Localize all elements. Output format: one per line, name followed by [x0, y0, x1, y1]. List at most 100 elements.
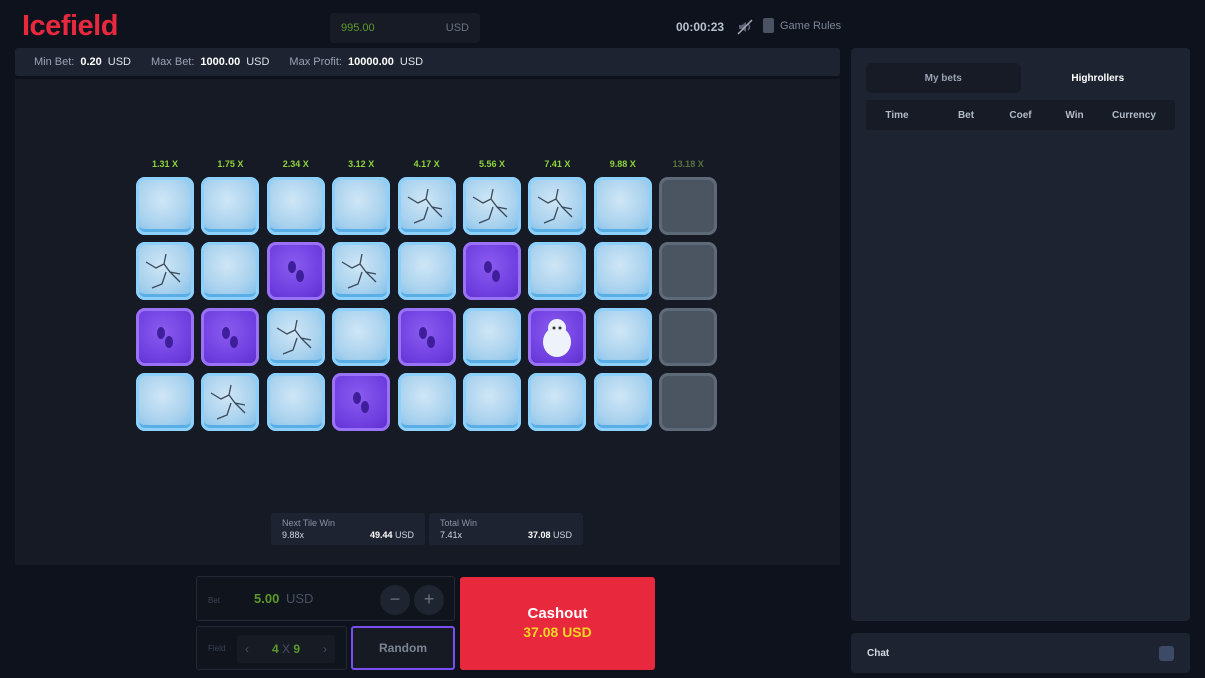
- min-bet-value: 0.20: [80, 56, 102, 68]
- tile-ice[interactable]: [201, 177, 260, 235]
- tile-ice[interactable]: [463, 307, 521, 366]
- max-profit-value: 10000.00: [348, 56, 394, 68]
- tile-ice[interactable]: [332, 177, 391, 235]
- increase-bet-button[interactable]: +: [414, 585, 444, 615]
- min-bet-label: Min Bet:: [34, 56, 75, 68]
- total-win: Total Win 7.41x 37.08 USD: [429, 513, 583, 545]
- tile-ice[interactable]: [266, 372, 325, 431]
- tile-purple[interactable]: [136, 307, 194, 366]
- bet-value[interactable]: 5.00: [254, 591, 280, 606]
- column-multiplier: 13.18 X: [672, 159, 704, 169]
- field-rows: 4: [271, 642, 279, 656]
- tile-ice[interactable]: [266, 177, 325, 235]
- tile-purple[interactable]: [332, 372, 391, 431]
- column-multiplier: 1.31 X: [151, 159, 179, 169]
- tile-purple[interactable]: [201, 307, 260, 366]
- currency: USD: [246, 56, 270, 68]
- next-field-button[interactable]: ›: [322, 642, 327, 656]
- total-win-mult: 7.41x: [440, 530, 463, 540]
- col-bet: Bet: [957, 109, 975, 121]
- session-timer: 00:00:23: [676, 20, 725, 34]
- tile-cracked[interactable]: [201, 372, 260, 431]
- game-rules-label: Game Rules: [780, 19, 842, 32]
- decrease-bet-button[interactable]: −: [380, 585, 410, 615]
- tile-purple[interactable]: [397, 307, 456, 366]
- column-multiplier: 7.41 X: [544, 159, 571, 169]
- chat-panel[interactable]: Chat: [851, 633, 1190, 673]
- tile-cracked[interactable]: [332, 242, 391, 301]
- tile-locked: [659, 372, 718, 431]
- tile-ice[interactable]: [201, 242, 260, 301]
- tile-cracked[interactable]: [397, 177, 456, 235]
- clipboard-icon: [763, 18, 774, 33]
- tile-ice[interactable]: [593, 242, 652, 301]
- tile-ice[interactable]: [528, 242, 587, 301]
- cashout-button[interactable]: Cashout 37.08 USD: [460, 577, 655, 670]
- bet-label: Bet: [208, 596, 221, 605]
- tab-highrollers[interactable]: Highrollers: [1071, 72, 1125, 84]
- balance-value: 995.00: [341, 22, 375, 34]
- tile-ice[interactable]: [136, 177, 194, 235]
- col-time: Time: [885, 109, 909, 121]
- field-size-selector: Field ‹ 4 X 9 ›: [196, 626, 347, 670]
- balance-display: 995.00 USD: [330, 13, 480, 43]
- bet-input[interactable]: Bet 5.00 USD − +: [196, 576, 455, 621]
- currency: USD: [399, 56, 424, 68]
- game-rules-button[interactable]: Game Rules: [763, 18, 841, 33]
- next-tile-amount: 49.44: [369, 530, 393, 540]
- column-multiplier: 1.75 X: [217, 159, 244, 169]
- tile-purple[interactable]: [463, 242, 521, 301]
- bet-limits-bar: Min Bet: 0.20 USD Max Bet: 1000.00 USD Max P…: [15, 48, 840, 76]
- total-win-label: Total Win: [440, 518, 478, 528]
- sound-off-icon[interactable]: [736, 18, 754, 36]
- cashout-label: Cashout: [527, 605, 588, 622]
- column-multiplier: 4.17 X: [413, 159, 440, 169]
- next-tile-win-label: Next Tile Win: [282, 518, 336, 528]
- balance-currency: USD: [445, 22, 469, 34]
- tile-yeti[interactable]: [528, 307, 587, 366]
- logo: Icefield: [22, 10, 118, 42]
- tile-ice[interactable]: [593, 177, 652, 235]
- tile-locked: [659, 242, 718, 301]
- column-multiplier: 3.12 X: [348, 159, 375, 169]
- bets-table-header: Time Bet Coef Win Currency: [866, 100, 1175, 130]
- tab-my-bets[interactable]: My bets: [866, 63, 1021, 93]
- col-coef: Coef: [1009, 109, 1032, 121]
- tile-ice[interactable]: [136, 372, 194, 431]
- field-select[interactable]: ‹ 4 X 9 ›: [237, 635, 335, 663]
- column-multiplier: 9.88 X: [609, 159, 636, 169]
- currency: USD: [552, 530, 572, 540]
- tile-ice[interactable]: [397, 372, 456, 431]
- max-profit-label: Max Profit:: [289, 56, 342, 68]
- column-multiplier: 2.34 X: [282, 159, 309, 169]
- field-cols: 9: [293, 642, 301, 656]
- field-label: Field: [208, 644, 226, 653]
- prev-field-button[interactable]: ‹: [245, 642, 249, 656]
- chat-expand-icon[interactable]: [1159, 645, 1174, 661]
- tile-cracked[interactable]: [528, 177, 587, 235]
- tile-cracked[interactable]: [266, 307, 325, 366]
- col-win: Win: [1065, 109, 1084, 121]
- currency: USD: [107, 56, 132, 68]
- tile-ice[interactable]: [593, 307, 652, 366]
- cashout-amount: 37.08: [523, 624, 559, 640]
- tile-ice[interactable]: [463, 372, 521, 431]
- tile-locked: [659, 177, 718, 235]
- bets-sidebar: My bets Highrollers Time Bet Coef Win Cu…: [851, 48, 1190, 621]
- tile-ice[interactable]: [397, 242, 456, 301]
- bet-currency: USD: [286, 591, 314, 606]
- next-tile-mult: 9.88x: [282, 530, 305, 540]
- tile-ice[interactable]: [332, 307, 391, 366]
- col-currency: Currency: [1112, 109, 1156, 121]
- game-area: 1.31 X 1.75 X 2.34 X 3.12 X 4.17 X 5.56 X 7.41…: [15, 79, 840, 565]
- tile-cracked[interactable]: [463, 177, 521, 235]
- random-button[interactable]: Random: [351, 626, 455, 670]
- currency: USD: [394, 530, 414, 540]
- field-x: X: [281, 642, 290, 656]
- tile-ice[interactable]: [528, 372, 587, 431]
- column-multiplier: 5.56 X: [478, 159, 506, 169]
- tile-cracked[interactable]: [136, 242, 194, 301]
- tile-purple[interactable]: [266, 242, 325, 301]
- tile-ice[interactable]: [593, 372, 652, 431]
- cashout-currency: USD: [562, 624, 592, 640]
